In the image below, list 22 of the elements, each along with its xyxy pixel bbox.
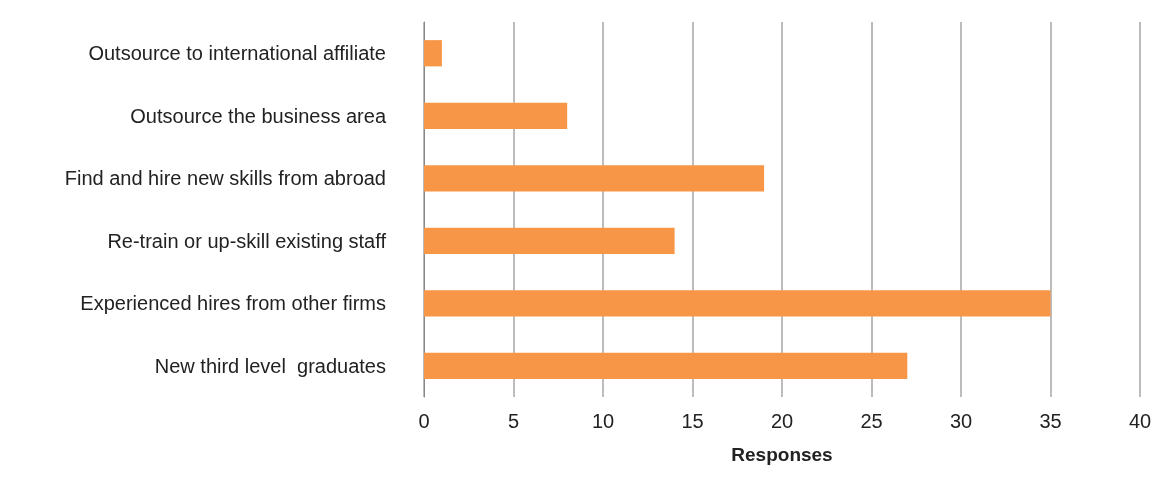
x-tick-label: 40 [1128,410,1152,432]
y-tick-label: Re-train or up-skill existing staff [107,229,387,252]
x-tick-label: 30 [949,410,973,432]
x-tick-label: 25 [860,410,883,432]
x-tick-label: 0 [418,410,430,432]
x-axis-title: Responses [731,444,833,465]
bar [424,227,675,254]
bar [424,290,1051,317]
bar [424,102,568,129]
bar [424,165,765,192]
y-tick-label: Experienced hires from other firms [80,292,386,315]
x-tick-label: 20 [770,410,794,432]
y-tick-label: Outsource to international affiliate [88,42,386,65]
y-tick-label: New third level graduates [154,354,386,377]
bar [424,40,442,67]
y-tick-label: Find and hire new skills from abroad [64,167,386,190]
x-tick-label: 10 [591,410,615,432]
x-tick-label: 35 [1039,410,1062,432]
x-tick-label: 15 [681,410,704,432]
x-tick-label: 5 [507,410,520,432]
bar [424,352,908,379]
y-tick-label: Outsource the business area [130,104,387,127]
